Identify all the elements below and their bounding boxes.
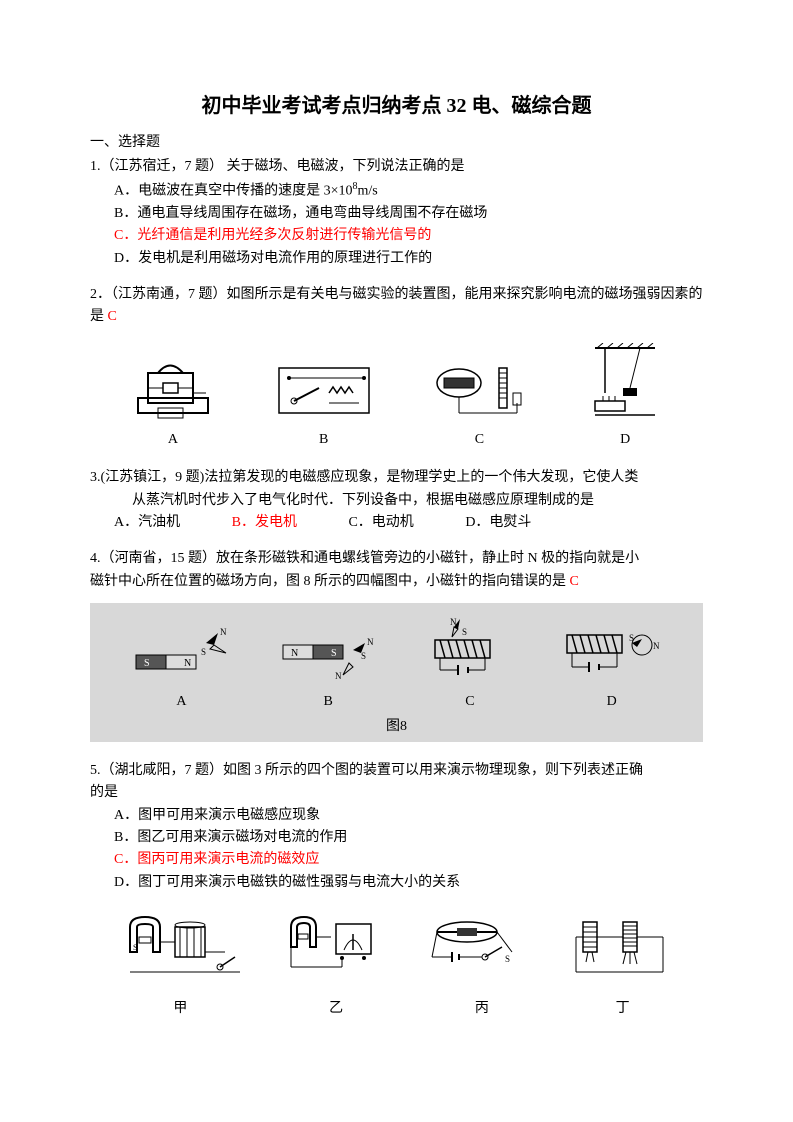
q5-fig-bing: S 丙 [427, 912, 537, 1020]
svg-text:N: N [335, 671, 342, 681]
q3-optA: A．汽油机 [114, 512, 180, 534]
q5-optD: D．图丁可用来演示电磁铁的磁性强弱与电流大小的关系 [114, 872, 703, 894]
svg-text:S: S [505, 954, 510, 964]
q4-fig-D: S N D [557, 615, 667, 713]
q4-line2: 磁针中心所在位置的磁场方向，图 8 所示的四幅图中，小磁针的指向错误的是 C [90, 571, 703, 593]
q3-optD: D．电熨斗 [465, 512, 531, 534]
q1-optC: C．光纤通信是利用光经多次反射进行传输光信号的 [114, 225, 703, 247]
q1-optD: D．发电机是利用磁场对电流作用的原理进行工作的 [114, 248, 703, 270]
svg-text:S: S [361, 651, 366, 661]
motor-setup-icon [128, 353, 218, 423]
title-suffix: 电、磁综合题 [467, 95, 592, 117]
q2-stem: 2．（江苏南通，7 题）如图所示是有关电与磁实验的装置图，能用来探究影响电流的磁… [90, 284, 703, 329]
svg-text:N: N [367, 637, 374, 647]
q2-fig-C: C [429, 353, 529, 451]
q4-figure-panel: S N N S A N S N S [90, 603, 703, 742]
q4-fig-C: N S C [420, 615, 520, 713]
q1-optB: B．通电直导线周围存在磁场，通电弯曲导线周围不存在磁场 [114, 203, 703, 225]
q5-fig-yi: 乙 [276, 912, 396, 1020]
svg-text:N: N [220, 627, 227, 637]
wire-compass-icon: S [427, 912, 537, 992]
svg-text:N: N [184, 658, 191, 669]
q5-optC: C．图丙可用来演示电流的磁效应 [114, 849, 703, 871]
q4-panel-label: 图8 [98, 716, 695, 738]
q2-fig-A: A [128, 353, 218, 451]
q5-fig-ding: 丁 [568, 912, 678, 1020]
q2-fig-B: B [274, 353, 374, 451]
q5-figures: S 甲 [90, 912, 703, 1020]
q5-optA: A．图甲可用来演示电磁感应现象 [114, 805, 703, 827]
q5-fig-jia: S 甲 [115, 912, 245, 1020]
solenoid-compass-c-icon: N S [420, 615, 520, 685]
horseshoe-battery-icon: S [115, 912, 245, 992]
electromagnet-nails-icon [568, 912, 678, 992]
svg-text:S: S [629, 633, 634, 643]
q4-fig-B: N S N S N B [273, 625, 383, 713]
q2-figures: A B [90, 343, 703, 451]
svg-text:S: S [133, 943, 137, 952]
bar-magnet-compass-a-icon: S N N S [126, 625, 236, 685]
section-header: 一、选择题 [90, 132, 703, 154]
q3-optB: B．发电机 [232, 512, 297, 534]
solenoid-compass-icon [429, 353, 529, 423]
switch-coil-icon [274, 353, 374, 423]
q5-line1: 5.（湖北咸阳，7 题）如图 3 所示的四个图的装置可以用来演示物理现象，则下列… [90, 760, 703, 782]
q1-stem: 1.（江苏宿迁，7 题） 关于磁场、电磁波，下列说法正确的是 [90, 156, 703, 178]
q4-fig-A: S N N S A [126, 625, 236, 713]
svg-text:S: S [331, 648, 337, 659]
q3-line1: 3.(江苏镇江，9 题)法拉第发现的电磁感应现象，是物理学史上的一个伟大发现，它… [90, 467, 703, 489]
svg-text:S: S [144, 658, 150, 669]
question-5: 5.（湖北咸阳，7 题）如图 3 所示的四个图的装置可以用来演示物理现象，则下列… [90, 760, 703, 1021]
q3-line2: 从蒸汽机时代步入了电气化时代．下列设备中，根据电磁感应原理制成的是 [132, 490, 703, 512]
question-4: 4.（河南省，15 题）放在条形磁铁和通电螺线管旁边的小磁针，静止时 N 极的指… [90, 548, 703, 742]
page-title: 初中毕业考试考点归纳考点 32 电、磁综合题 [90, 90, 703, 122]
svg-text:S: S [462, 627, 467, 637]
svg-text:N: N [653, 641, 660, 651]
q4-line1: 4.（河南省，15 题）放在条形磁铁和通电螺线管旁边的小磁针，静止时 N 极的指… [90, 548, 703, 570]
q1-optA: A．电磁波在真空中传播的速度是 3×108m/s [114, 179, 703, 203]
q5-line2: 的是 [90, 782, 703, 804]
q1-options: A．电磁波在真空中传播的速度是 3×108m/s B．通电直导线周围存在磁场，通… [114, 179, 703, 270]
q3-optC: C．电动机 [348, 512, 413, 534]
galvanometer-rail-icon [276, 912, 396, 992]
q3-options: A．汽油机 B．发电机 C．电动机 D．电熨斗 [114, 512, 703, 534]
bar-magnet-compass-b-icon: N S N S N [273, 625, 383, 685]
question-2: 2．（江苏南通，7 题）如图所示是有关电与磁实验的装置图，能用来探究影响电流的磁… [90, 284, 703, 451]
pendulum-magnet-icon [585, 343, 665, 423]
q5-options: A．图甲可用来演示电磁感应现象 B．图乙可用来演示磁场对电流的作用 C．图丙可用… [114, 805, 703, 895]
q2-answer: C [108, 309, 117, 324]
svg-text:N: N [291, 648, 298, 659]
svg-text:S: S [201, 647, 206, 657]
title-prefix: 初中毕业考试考点归纳考点 32 [202, 95, 467, 117]
solenoid-compass-d-icon: S N [557, 615, 667, 685]
q5-optB: B．图乙可用来演示磁场对电流的作用 [114, 827, 703, 849]
question-1: 1.（江苏宿迁，7 题） 关于磁场、电磁波，下列说法正确的是 A．电磁波在真空中… [90, 156, 703, 270]
q2-fig-D: D [585, 343, 665, 451]
question-3: 3.(江苏镇江，9 题)法拉第发现的电磁感应现象，是物理学史上的一个伟大发现，它… [90, 467, 703, 534]
q4-answer: C [570, 574, 579, 589]
